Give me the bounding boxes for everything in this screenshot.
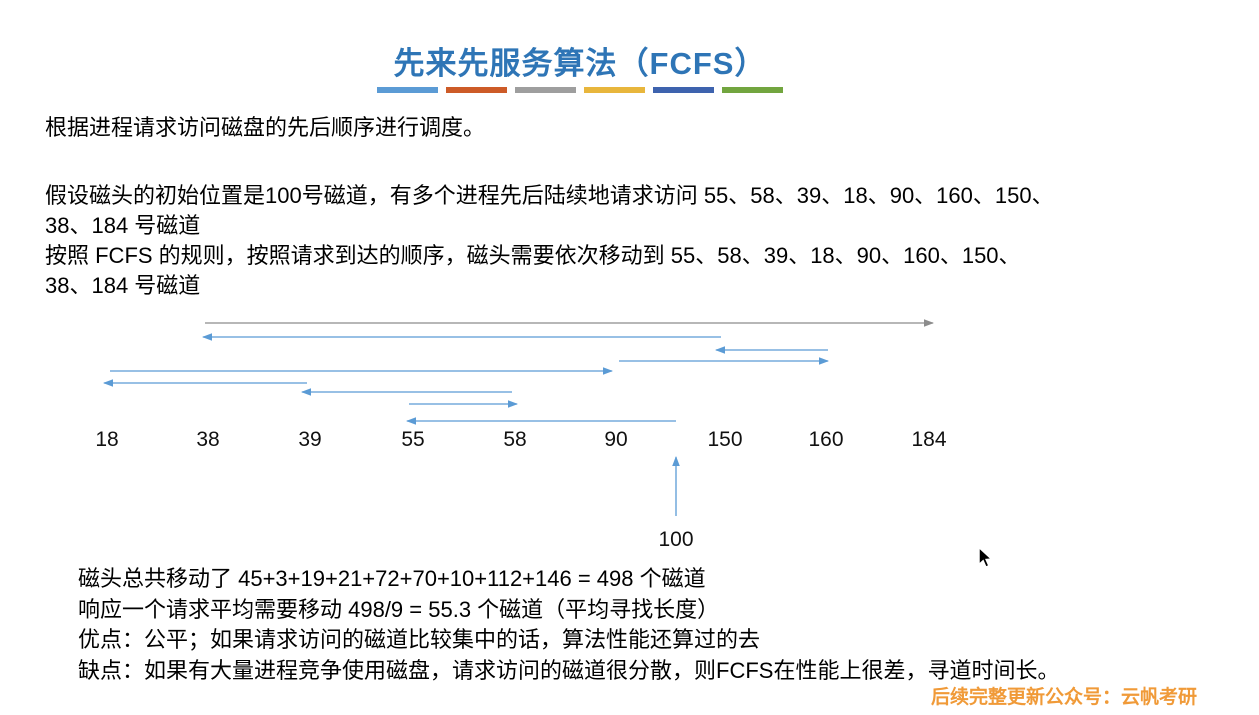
track-label: 160 — [808, 428, 844, 451]
summary-average-seek: 响应一个请求平均需要移动 498/9 = 55.3 个磁道（平均寻找长度） — [78, 596, 720, 622]
start-position-arrow-head — [672, 456, 680, 466]
paragraph-fcfs-order: 按照 FCFS 的规则，按照请求到达的顺序，磁头需要依次移动到 55、58、39… — [45, 243, 1021, 298]
watermark: 后续完整更新公众号：云帆考研 — [930, 687, 1197, 708]
accent-bar — [446, 87, 507, 93]
track-label: 90 — [604, 428, 628, 451]
paragraph-scheduling-rule: 根据进程请求访问磁盘的先后顺序进行调度。 — [45, 115, 486, 140]
accent-bar — [653, 87, 714, 93]
paragraph-assumption: 假设磁头的初始位置是100号磁道，有多个进程先后陆续地请求访问 55、58、39… — [45, 183, 1054, 238]
movement-arrow-58-to-39-head — [301, 388, 311, 396]
summary-disadvantage: 缺点：如果有大量进程竞争使用磁盘，请求访问的磁道很分散，则FCFS在性能上很差，… — [78, 657, 1060, 683]
summary-total-moved: 磁头总共移动了 45+3+19+21+72+70+10+112+146 = 49… — [78, 566, 706, 591]
movement-arrow-39-to-18-head — [103, 379, 113, 387]
accent-bar — [722, 87, 783, 93]
start-track-label: 100 — [658, 528, 694, 551]
body-text: 根据进程请求访问磁盘的先后顺序进行调度。 假设磁头的初始位置是100号磁道，有多… — [45, 113, 1065, 301]
accent-bar — [515, 87, 576, 93]
track-label: 184 — [911, 428, 947, 451]
movement-arrow-55-to-58-head — [508, 400, 518, 408]
track-label: 58 — [503, 428, 527, 451]
mouse-cursor-icon — [978, 547, 993, 568]
track-label: 38 — [196, 428, 220, 451]
title-area: 先来先服务算法（FCFS） — [0, 38, 1160, 83]
summary-advantage: 优点：公平；如果请求访问的磁道比较集中的话，算法性能还算过的去 — [78, 627, 761, 652]
movement-arrow-160-to-150-head — [715, 346, 725, 354]
movement-arrow-18-to-90-head — [603, 367, 613, 375]
accent-bar — [584, 87, 645, 93]
track-label: 18 — [95, 428, 119, 451]
slide-title: 先来先服务算法（FCFS） — [393, 46, 767, 81]
movement-arrow-100-to-55-head — [406, 417, 416, 425]
track-label: 55 — [401, 428, 425, 451]
track-label: 39 — [298, 428, 322, 451]
summary-block: 磁头总共移动了 45+3+19+21+72+70+10+112+146 = 49… — [78, 564, 1238, 686]
movement-arrow-150-to-38-head — [202, 333, 212, 341]
movement-arrow-90-to-160-head — [819, 357, 829, 365]
movement-arrow-38-to-184-head — [924, 319, 934, 327]
track-label: 150 — [707, 428, 743, 451]
accent-bar — [377, 87, 438, 93]
title-accent-bars — [0, 87, 1160, 93]
